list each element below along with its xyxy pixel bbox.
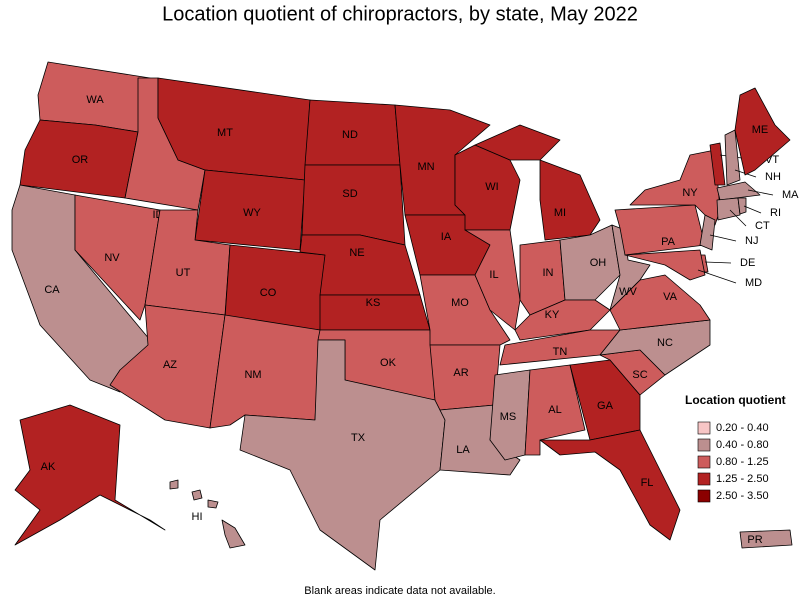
state-label: MO bbox=[451, 297, 469, 309]
state bbox=[14, 404, 166, 546]
state-label: NE bbox=[349, 247, 364, 259]
state-label: AR bbox=[453, 367, 468, 379]
state-label: NY bbox=[682, 187, 698, 199]
state-label: SD bbox=[342, 188, 357, 200]
legend-label: 1.25 - 2.50 bbox=[716, 473, 769, 485]
state bbox=[624, 249, 706, 281]
state-label: OH bbox=[590, 257, 607, 269]
state-label: RI bbox=[770, 207, 781, 219]
state-label: HI bbox=[192, 511, 203, 523]
state-label: PR bbox=[747, 534, 762, 546]
state bbox=[169, 479, 246, 549]
state-label: WA bbox=[86, 94, 104, 106]
legend-label: 0.80 - 1.25 bbox=[716, 456, 769, 468]
state-label: FL bbox=[641, 477, 654, 489]
leader-line bbox=[704, 261, 732, 264]
state-label: ND bbox=[342, 129, 358, 141]
state-label: NV bbox=[104, 252, 120, 264]
state-label: WY bbox=[243, 207, 261, 219]
state-label: SC bbox=[632, 369, 647, 381]
footnote: Blank areas indicate data not available. bbox=[304, 585, 495, 597]
state bbox=[489, 369, 531, 461]
state-label: PA bbox=[661, 236, 676, 248]
leader-line bbox=[747, 189, 774, 196]
state-label: NM bbox=[244, 369, 261, 381]
state-label: MI bbox=[554, 207, 566, 219]
state-label: MT bbox=[217, 127, 233, 139]
state bbox=[239, 339, 446, 571]
state-label: NJ bbox=[745, 235, 758, 247]
leader-line bbox=[743, 205, 762, 214]
state-label: AZ bbox=[163, 359, 177, 371]
state bbox=[724, 129, 741, 186]
state bbox=[699, 214, 716, 251]
state bbox=[301, 164, 406, 246]
state-label: ME bbox=[752, 124, 769, 136]
state-label: VA bbox=[663, 291, 678, 303]
legend-swatch bbox=[697, 455, 711, 469]
legend-label: 0.20 - 0.40 bbox=[716, 422, 769, 434]
state-label: IN bbox=[543, 267, 554, 279]
state bbox=[514, 299, 611, 341]
state-label: GA bbox=[597, 400, 614, 412]
state-label: IA bbox=[441, 231, 452, 243]
state-label: UT bbox=[176, 267, 191, 279]
legend-swatch bbox=[697, 421, 711, 435]
state-label: CO bbox=[260, 287, 277, 299]
state-label: MS bbox=[500, 411, 517, 423]
state bbox=[614, 204, 706, 256]
state-label: CA bbox=[44, 284, 60, 296]
state bbox=[737, 197, 747, 215]
state bbox=[734, 87, 791, 176]
state-label: NH bbox=[765, 171, 781, 183]
state bbox=[569, 359, 641, 441]
state-label: KY bbox=[545, 309, 560, 321]
state-label: MD bbox=[745, 277, 762, 289]
state-label: ID bbox=[153, 209, 164, 221]
state-label: KS bbox=[366, 297, 381, 309]
legend-swatch bbox=[697, 489, 711, 503]
leader-line bbox=[697, 269, 737, 284]
state-label: OK bbox=[380, 357, 397, 369]
state-label: AK bbox=[41, 461, 56, 473]
state-label: AL bbox=[548, 404, 561, 416]
state-label: TN bbox=[553, 346, 568, 358]
state-label: DE bbox=[740, 257, 755, 269]
state bbox=[539, 429, 681, 541]
leader-line bbox=[729, 209, 747, 227]
state bbox=[709, 142, 726, 186]
state bbox=[464, 229, 521, 331]
state-label: WV bbox=[619, 286, 637, 298]
legend-swatch bbox=[697, 472, 711, 486]
legend-swatch bbox=[697, 438, 711, 452]
state-label: LA bbox=[456, 444, 470, 456]
map-title: Location quotient of chiropractors, by s… bbox=[162, 3, 638, 25]
state bbox=[74, 194, 161, 321]
state-label: CT bbox=[755, 220, 770, 232]
state-label: NC bbox=[657, 337, 673, 349]
leader-line bbox=[709, 234, 737, 242]
state bbox=[209, 314, 321, 429]
state-label: OR bbox=[72, 154, 89, 166]
state-label: MN bbox=[417, 161, 434, 173]
legend-label: 0.40 - 0.80 bbox=[716, 439, 769, 451]
state-label: TX bbox=[351, 432, 366, 444]
state-label: MA bbox=[782, 189, 799, 201]
state-label: IL bbox=[489, 269, 498, 281]
state-label: WI bbox=[485, 181, 498, 193]
state bbox=[739, 529, 793, 549]
legend-title: Location quotient bbox=[685, 393, 786, 407]
state bbox=[716, 181, 761, 201]
legend-label: 2.50 - 3.50 bbox=[716, 490, 769, 502]
